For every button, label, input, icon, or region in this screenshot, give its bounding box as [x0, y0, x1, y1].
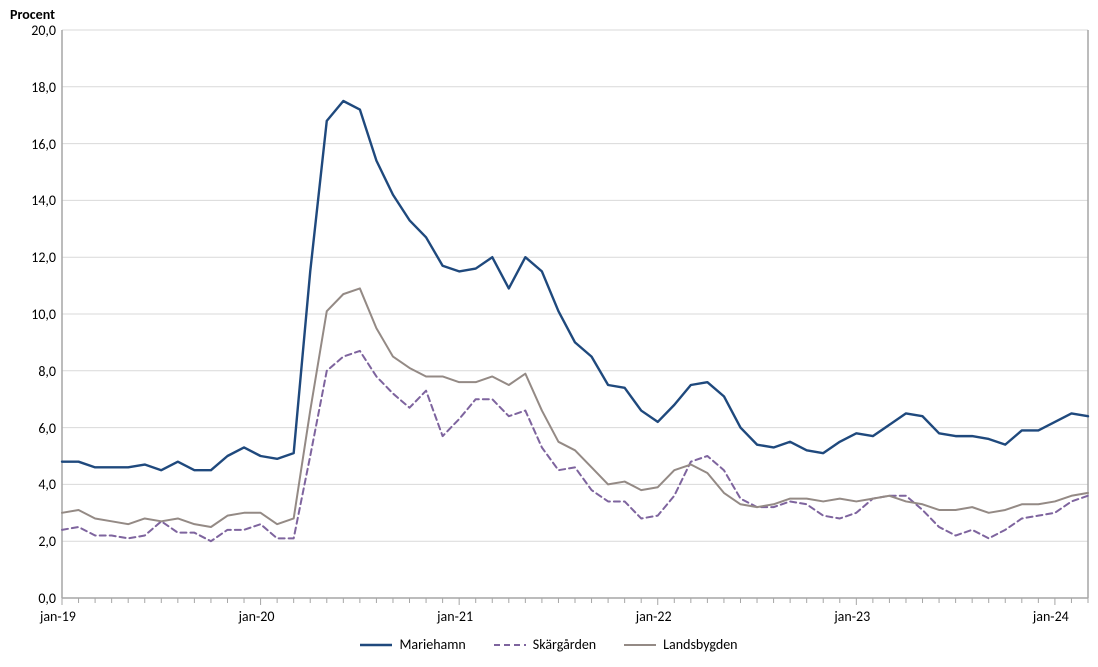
plot-area [62, 30, 1088, 598]
x-tick-label: jan-24 [1033, 608, 1069, 625]
y-axis-title: Procent [10, 6, 55, 23]
y-tick-label: 10,0 [31, 306, 56, 323]
y-tick-label: 14,0 [31, 192, 56, 209]
x-tick-label: jan-22 [636, 608, 672, 625]
x-tick-label: jan-20 [239, 608, 275, 625]
y-tick-label: 6,0 [38, 420, 56, 437]
series-mariehamn [62, 101, 1088, 470]
y-tick-label: 20,0 [31, 22, 56, 39]
y-tick-label: 0,0 [38, 590, 56, 607]
x-tick-label: jan-21 [437, 608, 473, 625]
legend-swatch [494, 639, 526, 651]
series-skärgården [62, 351, 1088, 541]
y-tick-label: 4,0 [38, 476, 56, 493]
legend-item: Landsbygden [624, 636, 737, 653]
legend-item: Skärgården [494, 636, 596, 653]
y-tick-label: 2,0 [38, 533, 56, 550]
legend-label: Landsbygden [663, 636, 737, 653]
x-tick-label: jan-23 [834, 608, 870, 625]
series-landsbygden [62, 288, 1088, 527]
y-tick-label: 18,0 [31, 79, 56, 96]
legend-swatch [624, 639, 656, 651]
legend-label: Mariehamn [399, 636, 465, 653]
x-tick-label: jan-19 [40, 608, 76, 625]
chart-container: Procent Mariehamn Skärgården Landsbygden 0… [0, 0, 1098, 667]
y-tick-label: 8,0 [38, 363, 56, 380]
legend-swatch [360, 639, 392, 651]
legend-item: Mariehamn [360, 636, 465, 653]
y-tick-label: 12,0 [31, 249, 56, 266]
legend: Mariehamn Skärgården Landsbygden [0, 636, 1098, 653]
legend-label: Skärgården [533, 636, 596, 653]
y-tick-label: 16,0 [31, 136, 56, 153]
